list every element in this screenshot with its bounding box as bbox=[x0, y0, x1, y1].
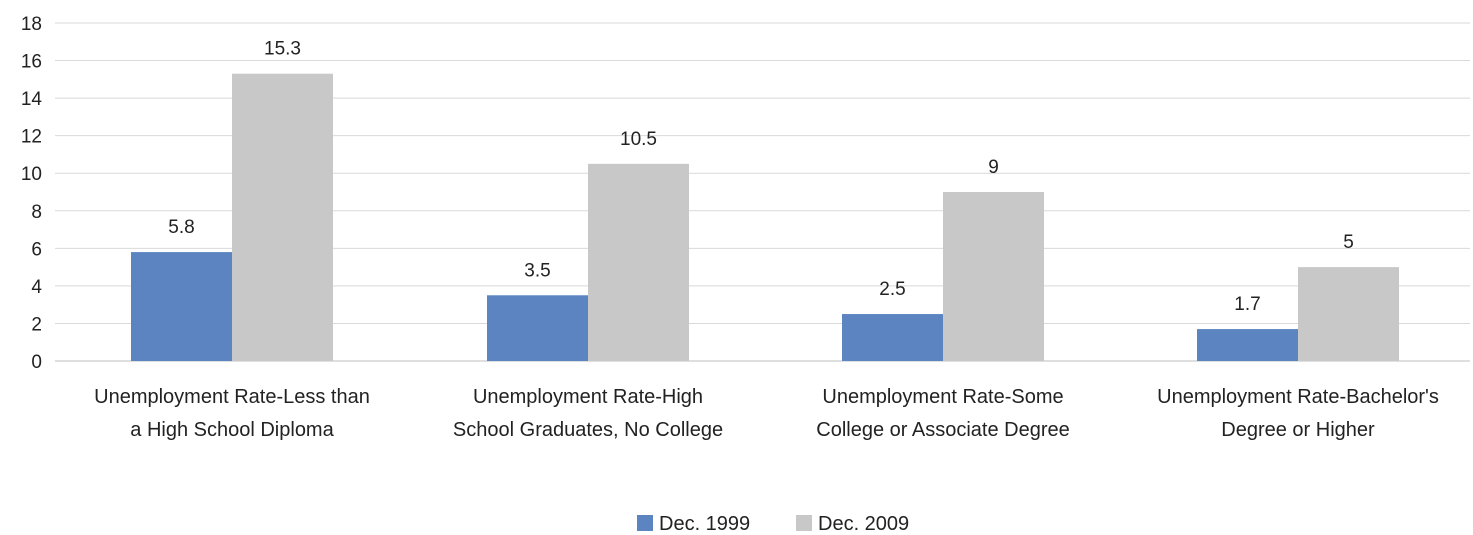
category-label: Unemployment Rate-Some College or Associa… bbox=[816, 386, 1069, 441]
data-label: 2.5 bbox=[879, 279, 905, 300]
y-tick-label: 10 bbox=[21, 164, 42, 185]
y-tick-label: 14 bbox=[21, 89, 43, 110]
legend-label: Dec. 2009 bbox=[818, 513, 909, 535]
y-axis-ticks: 0 2 4 6 8 10 12 14 16 18 bbox=[21, 14, 43, 373]
y-tick-label: 18 bbox=[21, 14, 42, 35]
data-label: 9 bbox=[988, 157, 999, 178]
bar bbox=[842, 314, 943, 361]
category-labels: Unemployment Rate-Less than a High School… bbox=[94, 386, 1439, 441]
data-label: 15.3 bbox=[264, 39, 301, 60]
data-label: 3.5 bbox=[524, 260, 550, 281]
bar bbox=[1298, 267, 1399, 361]
data-label: 1.7 bbox=[1234, 294, 1260, 315]
legend: Dec. 1999 Dec. 2009 bbox=[637, 513, 909, 535]
bar bbox=[943, 192, 1044, 361]
legend-swatch bbox=[637, 515, 653, 531]
y-tick-label: 6 bbox=[31, 239, 42, 260]
data-label: 10.5 bbox=[620, 129, 657, 150]
y-tick-label: 12 bbox=[21, 127, 42, 148]
y-tick-label: 2 bbox=[31, 314, 42, 335]
y-tick-label: 0 bbox=[31, 352, 42, 373]
legend-label: Dec. 1999 bbox=[659, 513, 750, 535]
category-label: Unemployment Rate-Bachelor's Degree or Hi… bbox=[1157, 386, 1439, 441]
bar bbox=[1197, 329, 1298, 361]
data-labels: 5.8 3.5 2.5 1.7 15.3 10.5 9 5 bbox=[168, 39, 1354, 315]
legend-swatch bbox=[796, 515, 812, 531]
category-label: Unemployment Rate-Less than a High School… bbox=[94, 386, 370, 441]
bar bbox=[588, 163, 689, 361]
data-label: 5 bbox=[1343, 232, 1354, 253]
data-label: 5.8 bbox=[168, 217, 194, 238]
bar bbox=[131, 252, 232, 361]
y-tick-label: 4 bbox=[31, 277, 42, 298]
y-tick-label: 8 bbox=[31, 202, 42, 223]
bar bbox=[487, 295, 588, 361]
bar bbox=[232, 73, 333, 361]
category-label: Unemployment Rate-High School Graduates, … bbox=[453, 386, 723, 441]
bars bbox=[131, 73, 1399, 361]
y-tick-label: 16 bbox=[21, 52, 42, 73]
